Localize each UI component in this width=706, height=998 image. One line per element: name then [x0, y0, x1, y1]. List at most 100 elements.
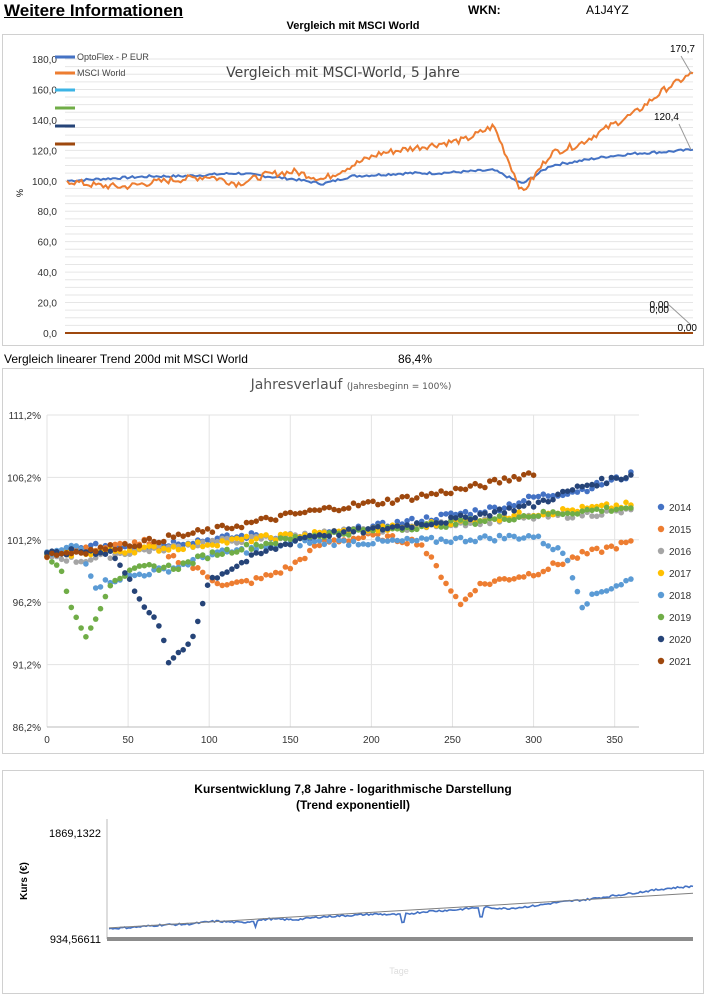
chart2-point-2019: [209, 549, 216, 555]
chart2-point-2017: [496, 517, 503, 524]
chart2-point-2017: [375, 527, 381, 534]
chart2-point-2021: [161, 538, 167, 545]
chart2-point-2015: [555, 561, 561, 568]
chart2-point-2021: [238, 524, 245, 531]
chart2-point-2018: [535, 533, 542, 540]
chart2-point-2018: [307, 540, 313, 546]
chart2-point-2015: [204, 574, 211, 580]
chart2-point-2019: [623, 505, 629, 511]
chart2-point-2018: [628, 576, 634, 582]
chart2-point-2020: [219, 571, 225, 577]
chart2-point-2020: [423, 522, 430, 528]
chart1-y-tick-label: 40,0: [38, 268, 58, 279]
chart2-point-2021: [224, 525, 230, 531]
chart2-point-2020: [175, 649, 182, 656]
chart2-point-2020: [613, 475, 620, 481]
chart2-point-2019: [613, 506, 620, 513]
chart2-point-2014: [501, 505, 508, 511]
chart2-point-2021: [345, 505, 352, 511]
chart2-point-2018: [477, 535, 483, 541]
chart2-point-2018: [316, 538, 323, 544]
chart2-point-2021: [360, 500, 367, 506]
chart2-point-2018: [462, 538, 469, 545]
chart2-point-2019: [175, 566, 182, 573]
chart2-point-2016: [569, 515, 576, 521]
chart1-leader-line: [668, 304, 692, 326]
chart2-point-2020: [365, 526, 371, 532]
chart2-point-2021: [462, 486, 469, 493]
chart2-point-2020: [589, 481, 595, 488]
chart2-title: Jahresverlauf (Jahresbeginn = 100%): [250, 377, 452, 393]
chart2-point-2018: [365, 541, 371, 548]
chart2-point-2019: [414, 526, 420, 533]
chart2-x-tick-label: 350: [606, 735, 623, 746]
chart1-y-tick-label: 60,0: [38, 238, 58, 249]
chart2-point-2018: [418, 535, 425, 541]
chart2-point-2021: [131, 543, 138, 550]
chart1-end-label-zero: 0,00: [650, 305, 670, 316]
chart2-point-2017: [190, 544, 196, 550]
chart2-point-2020: [472, 515, 479, 521]
chart2-point-2021: [199, 529, 206, 535]
chart2-point-2014: [589, 485, 595, 492]
chart2-point-2015: [448, 588, 454, 594]
chart2-point-2020: [316, 532, 323, 538]
chart2-point-2017: [243, 533, 250, 540]
chart2-point-2020: [131, 588, 138, 594]
chart3-panel: Kursentwicklung 7,8 Jahre - logarithmisc…: [2, 770, 704, 994]
chart2-point-2021: [457, 486, 464, 492]
chart2-point-2020: [628, 472, 634, 478]
chart2-point-2019: [190, 560, 196, 567]
chart2-point-2021: [219, 522, 225, 529]
chart1-end-label-zero: 0,00: [678, 323, 698, 334]
chart2-point-2016: [78, 558, 84, 565]
chart3-y-tick-label: 934,56611: [50, 934, 101, 946]
chart2-point-2021: [44, 554, 50, 560]
chart1-y-tick-label: 180,0: [32, 55, 57, 66]
chart2-point-2015: [268, 572, 274, 579]
chart2-point-2017: [511, 512, 517, 519]
chart2-point-2021: [243, 519, 250, 526]
chart2-point-2014: [491, 504, 498, 511]
chart2-point-2019: [243, 541, 250, 548]
chart2-point-2015: [370, 532, 376, 538]
chart2-point-2015: [579, 548, 585, 555]
chart2-point-2016: [618, 509, 624, 516]
chart2-point-2021: [331, 506, 337, 513]
chart2-point-2015: [569, 554, 576, 560]
chart2-point-2015: [443, 580, 449, 587]
chart2-point-2020: [394, 523, 401, 529]
chart2-point-2019: [117, 575, 123, 582]
chart2-point-2021: [253, 518, 259, 524]
chart2-point-2015: [452, 593, 459, 600]
chart2-point-2021: [277, 512, 284, 519]
chart2-point-2014: [472, 507, 479, 513]
chart2-point-2021: [248, 519, 255, 526]
chart2-point-2015: [360, 534, 367, 541]
chart2-point-2020: [545, 498, 551, 505]
chart2-point-2019: [560, 511, 566, 518]
chart2-point-2014: [511, 502, 517, 509]
chart2-y-tick-label: 86,2%: [13, 723, 41, 734]
chart2-point-2015: [199, 569, 206, 576]
chart2-point-2015: [414, 542, 420, 548]
chart2-point-2014: [574, 489, 581, 495]
chart2-point-2020: [608, 474, 615, 481]
chart2-point-2021: [350, 500, 357, 506]
chart2-legend-label: 2018: [669, 591, 692, 602]
chart2-point-2020: [598, 475, 605, 482]
chart2-point-2021: [92, 548, 99, 555]
chart2-point-2016: [248, 533, 255, 540]
chart2-point-2016: [234, 540, 240, 546]
chart2-point-2020: [345, 526, 352, 532]
chart1-panel: 180,0 160,0 140,0 120,0 100,0 80,0 60,0 40,0 20,…: [2, 34, 704, 346]
chart2-point-2020: [44, 550, 50, 556]
chart2-point-2021: [321, 505, 328, 511]
chart1-leader-line: [678, 123, 692, 150]
chart2-point-2021: [409, 497, 415, 503]
chart2-point-2019: [258, 543, 264, 550]
chart1-y-tick-label: 140,0: [32, 116, 57, 127]
chart2-point-2019: [204, 555, 211, 562]
chart2-point-2019: [564, 510, 571, 517]
chart2-point-2018: [594, 590, 600, 597]
